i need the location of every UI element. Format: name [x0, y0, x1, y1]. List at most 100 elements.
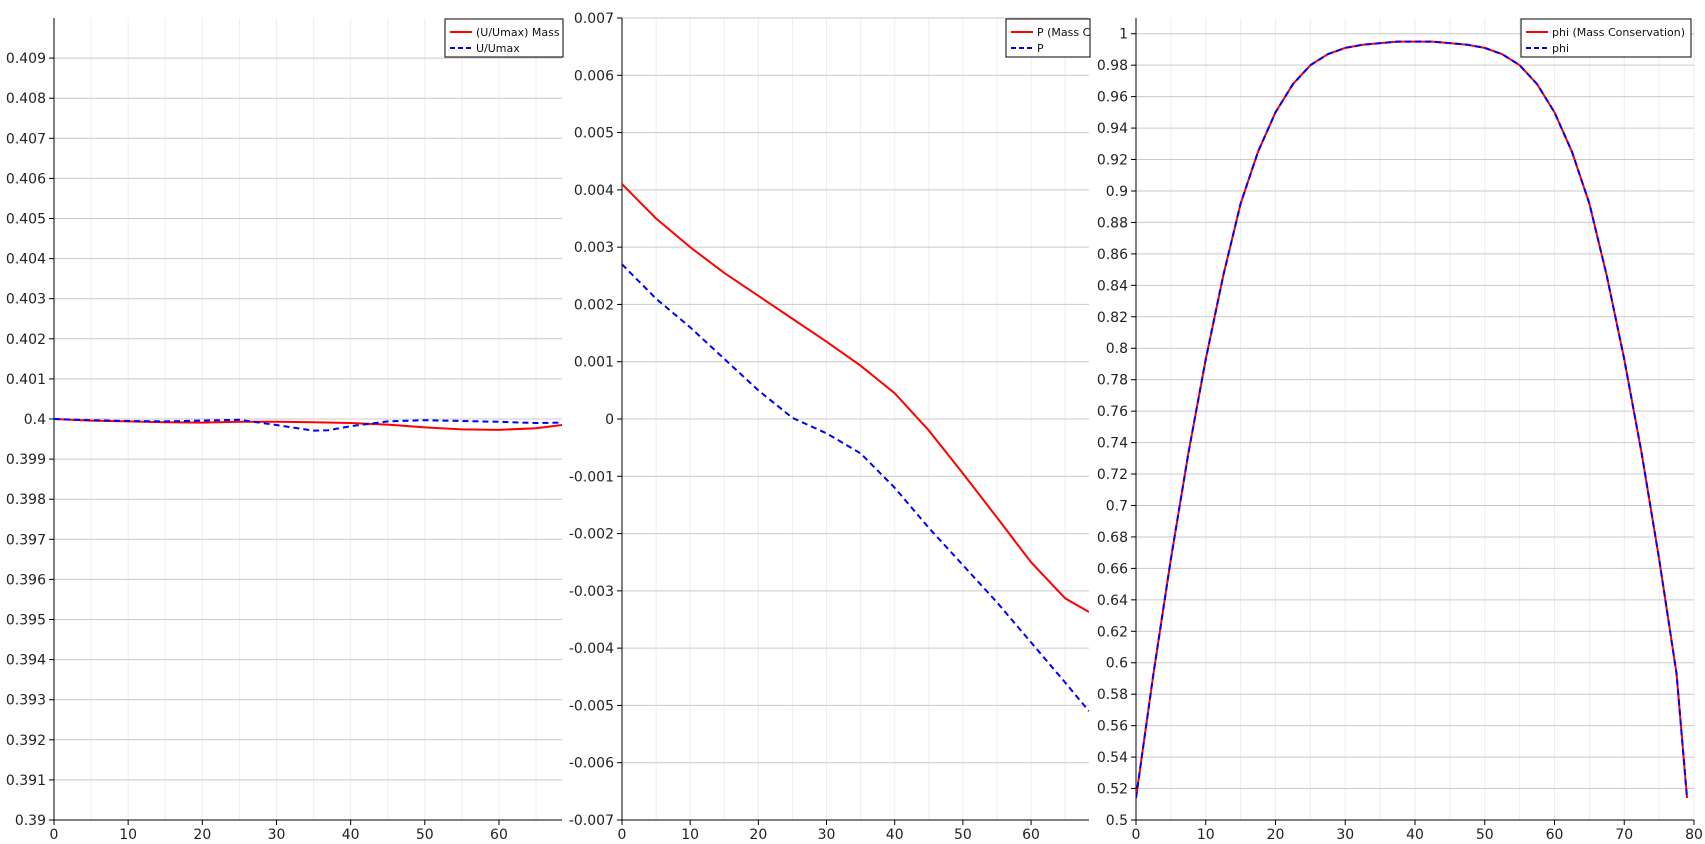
series-line-1 [54, 418, 562, 431]
x-tick-label: 70 [1615, 827, 1633, 843]
y-tick-label: 1 [1119, 27, 1128, 43]
x-tick-label: 20 [1267, 827, 1285, 843]
y-tick-label: 0.66 [1097, 561, 1128, 577]
y-tick-label: 0.396 [6, 572, 46, 588]
y-tick-label: 0.393 [6, 693, 46, 709]
legend: P (Mass C P [1005, 18, 1091, 58]
legend-label: U/Umax [476, 42, 520, 55]
legend-label: P [1037, 42, 1044, 55]
legend: phi (Mass Conservation) phi [1520, 18, 1692, 58]
y-tick-label: 0.402 [6, 332, 46, 348]
y-tick-label: -0.004 [569, 641, 614, 657]
y-tick-label: 0.58 [1097, 687, 1128, 703]
y-tick-label: 0.72 [1097, 467, 1128, 483]
y-tick-label: 0.397 [6, 532, 46, 548]
y-tick-label: 0.68 [1097, 530, 1128, 546]
x-tick-label: 60 [490, 827, 508, 843]
y-tick-label: 0.003 [574, 240, 614, 256]
x-tick-label: 0 [1132, 827, 1141, 843]
series-line-1 [622, 183, 1089, 613]
x-tick-label: 10 [1197, 827, 1215, 843]
legend-box [1520, 18, 1692, 58]
y-tick-label: 0.94 [1097, 121, 1128, 137]
y-tick-label: 0.001 [574, 355, 614, 371]
x-tick-label: 30 [268, 827, 286, 843]
y-tick-label: 0.6 [1106, 656, 1128, 672]
chart-panel-3: 0.5 0.52 0.54 0.56 0.58 0.6 0.62 0.64 0.66 0.68 0.… [1097, 18, 1703, 843]
series-line-1 [1136, 40, 1689, 799]
legend-label: P (Mass C [1037, 26, 1091, 39]
y-tick-label: 0.395 [6, 613, 46, 629]
legend-box [1005, 18, 1091, 58]
y-tick-label: 0.76 [1097, 404, 1128, 420]
y-tick-label: 0.86 [1097, 247, 1128, 263]
y-tick-label: -0.005 [569, 698, 614, 714]
x-tick-label: 30 [818, 827, 836, 843]
y-tick-label: 0.403 [6, 292, 46, 308]
y-tick-label: 0.002 [574, 297, 614, 313]
x-tick-label: 0 [50, 827, 59, 843]
y-tick-label: 0.398 [6, 492, 46, 508]
y-tick-label: 0.4 [24, 412, 46, 428]
y-tick-label: 0.405 [6, 212, 46, 228]
x-tick-label: 10 [681, 827, 699, 843]
y-tick-label: 0.392 [6, 733, 46, 749]
y-tick-label: 0.92 [1097, 153, 1128, 169]
series-line-2 [54, 418, 562, 432]
y-tick-label: 0.5 [1106, 813, 1128, 829]
y-tick-label: 0.004 [574, 183, 614, 199]
series-line-2 [1136, 40, 1689, 799]
x-tick-label: 40 [342, 827, 360, 843]
legend-label: (U/Umax) Mass [476, 26, 560, 39]
x-tick-label: 50 [1476, 827, 1494, 843]
y-tick-label: 0.64 [1097, 593, 1128, 609]
y-tick-label: 0.006 [574, 68, 614, 84]
legend-label: phi [1552, 42, 1569, 55]
x-tick-label: 10 [119, 827, 137, 843]
x-tick-label: 20 [749, 827, 767, 843]
y-tick-label: 0.407 [6, 131, 46, 147]
legend: (U/Umax) Mass U/Umax [444, 18, 564, 58]
y-tick-label: 0.8 [1106, 341, 1128, 357]
y-tick-label: 0 [605, 412, 614, 428]
x-tick-label: 50 [954, 827, 972, 843]
y-tick-label: 0.406 [6, 171, 46, 187]
y-tick-label: 0.394 [6, 653, 46, 669]
y-tick-label: 0.39 [15, 813, 46, 829]
y-tick-label: 0.96 [1097, 90, 1128, 106]
x-tick-label: 40 [1406, 827, 1424, 843]
x-tick-label: 60 [1022, 827, 1040, 843]
y-tick-label: -0.006 [569, 756, 614, 772]
x-tick-label: 40 [886, 827, 904, 843]
x-tick-label: 60 [1546, 827, 1564, 843]
y-tick-label: 0.408 [6, 91, 46, 107]
y-tick-label: 0.52 [1097, 782, 1128, 798]
y-tick-label: -0.001 [569, 469, 614, 485]
y-tick-label: 0.98 [1097, 58, 1128, 74]
y-tick-label: 0.404 [6, 252, 46, 268]
y-tick-label: 0.391 [6, 773, 46, 789]
y-tick-label: 0.88 [1097, 215, 1128, 231]
y-tick-label: 0.74 [1097, 436, 1128, 452]
y-tick-label: 0.7 [1106, 498, 1128, 514]
legend-label: phi (Mass Conservation) [1552, 26, 1685, 39]
y-tick-label: 0.399 [6, 452, 46, 468]
x-tick-label: 20 [193, 827, 211, 843]
x-tick-label: 80 [1685, 827, 1703, 843]
y-tick-label: -0.003 [569, 584, 614, 600]
chart-panel-2: -0.007 -0.006 -0.005 -0.004 -0.003 -0.002 -0.0… [569, 11, 1091, 843]
x-tick-label: 30 [1336, 827, 1354, 843]
x-tick-label: 0 [618, 827, 627, 843]
y-tick-label: 0.84 [1097, 278, 1128, 294]
y-tick-label: 0.401 [6, 372, 46, 388]
y-tick-label: 0.9 [1106, 184, 1128, 200]
y-tick-label: 0.78 [1097, 373, 1128, 389]
y-tick-label: -0.002 [569, 527, 614, 543]
y-tick-label: 0.005 [574, 126, 614, 142]
y-tick-label: 0.409 [6, 51, 46, 67]
y-tick-label: 0.56 [1097, 719, 1128, 735]
series-line-2 [622, 263, 1089, 712]
legend-box [444, 18, 564, 58]
x-tick-label: 50 [416, 827, 434, 843]
